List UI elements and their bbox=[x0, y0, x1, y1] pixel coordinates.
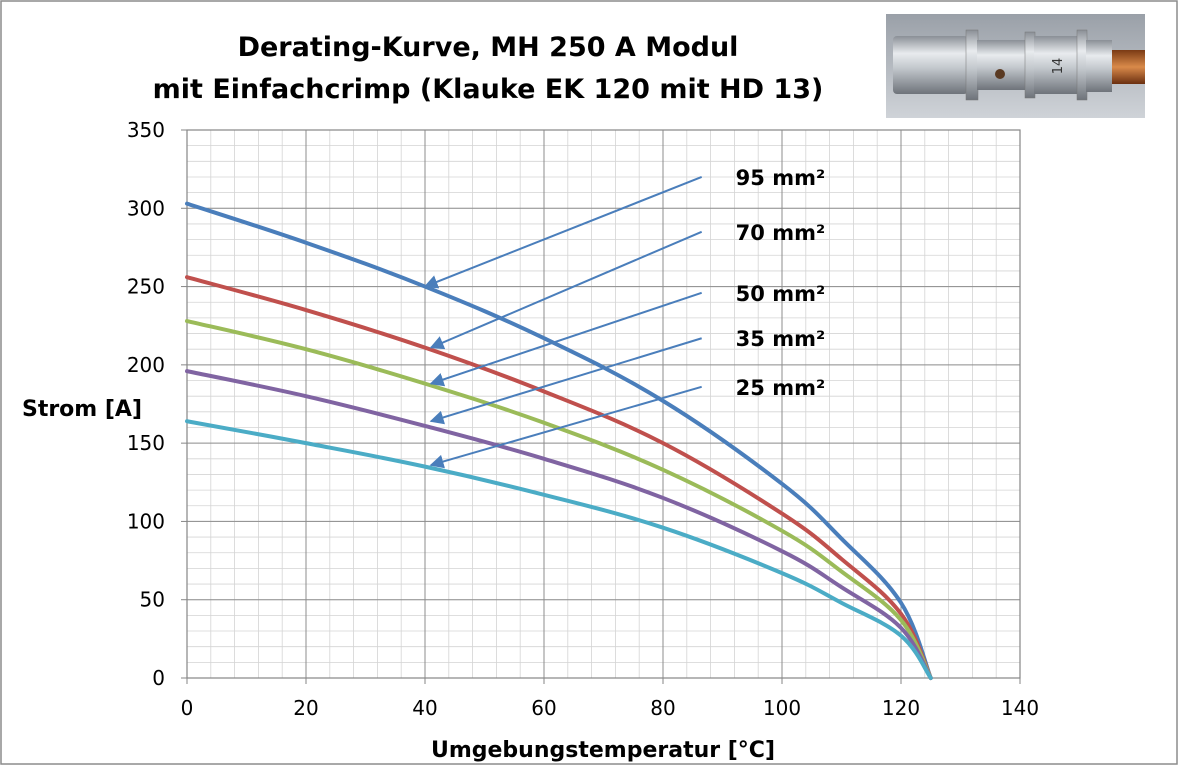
annotation-label: 35 mm² bbox=[736, 327, 826, 351]
annotation-arrow bbox=[429, 291, 702, 387]
annotation-label: 25 mm² bbox=[736, 376, 826, 400]
series-line-50mm bbox=[185, 319, 933, 680]
annotation-arrow bbox=[429, 385, 702, 469]
y-tick-label: 250 bbox=[127, 275, 165, 299]
annotation-label: 70 mm² bbox=[736, 221, 826, 245]
annotation-arrow bbox=[429, 337, 702, 425]
crimp-connector-photo: 14 bbox=[886, 14, 1145, 118]
y-tick-label: 200 bbox=[127, 353, 165, 377]
chart-subtitle: mit Einfachcrimp (Klauke EK 120 mit HD 1… bbox=[153, 74, 824, 105]
x-tick-label: 20 bbox=[293, 696, 318, 720]
y-axis-ticks: 0 50 100 150 200 250 300 350 bbox=[127, 118, 187, 690]
y-axis-title: Strom [A] bbox=[22, 397, 142, 422]
y-tick-label: 300 bbox=[127, 196, 165, 220]
y-tick-label: 350 bbox=[127, 118, 165, 142]
x-tick-label: 80 bbox=[650, 696, 675, 720]
svg-text:14: 14 bbox=[1051, 58, 1066, 75]
series-lines bbox=[185, 201, 933, 680]
series-line-35mm bbox=[185, 369, 933, 680]
x-tick-label: 120 bbox=[882, 696, 920, 720]
annotation-labels: 95 mm² 70 mm² 50 mm² 35 mm² 25 mm² bbox=[736, 166, 826, 400]
y-tick-label: 100 bbox=[127, 509, 165, 533]
x-tick-label: 60 bbox=[531, 696, 556, 720]
annotation-label: 50 mm² bbox=[736, 282, 826, 306]
series-line-25mm bbox=[185, 419, 933, 680]
y-tick-label: 50 bbox=[140, 588, 165, 612]
x-tick-label: 140 bbox=[1001, 696, 1039, 720]
plot-area-border bbox=[186, 129, 1021, 679]
annotation-arrow bbox=[423, 176, 703, 289]
y-tick-label: 0 bbox=[152, 666, 165, 690]
chart-title: Derating-Kurve, MH 250 A Modul bbox=[238, 32, 739, 63]
x-axis-title: Umgebungstemperatur [°C] bbox=[431, 738, 775, 763]
annotation-arrow bbox=[429, 230, 703, 350]
x-tick-label: 100 bbox=[763, 696, 801, 720]
y-tick-label: 150 bbox=[127, 431, 165, 455]
series-line-70mm bbox=[185, 275, 933, 680]
annotation-arrows bbox=[423, 176, 703, 469]
series-line-95mm bbox=[185, 201, 933, 680]
x-tick-label: 0 bbox=[181, 696, 194, 720]
x-axis-ticks: 0 20 40 60 80 100 120 140 bbox=[181, 678, 1039, 720]
annotation-label: 95 mm² bbox=[736, 166, 826, 190]
x-tick-label: 40 bbox=[412, 696, 437, 720]
